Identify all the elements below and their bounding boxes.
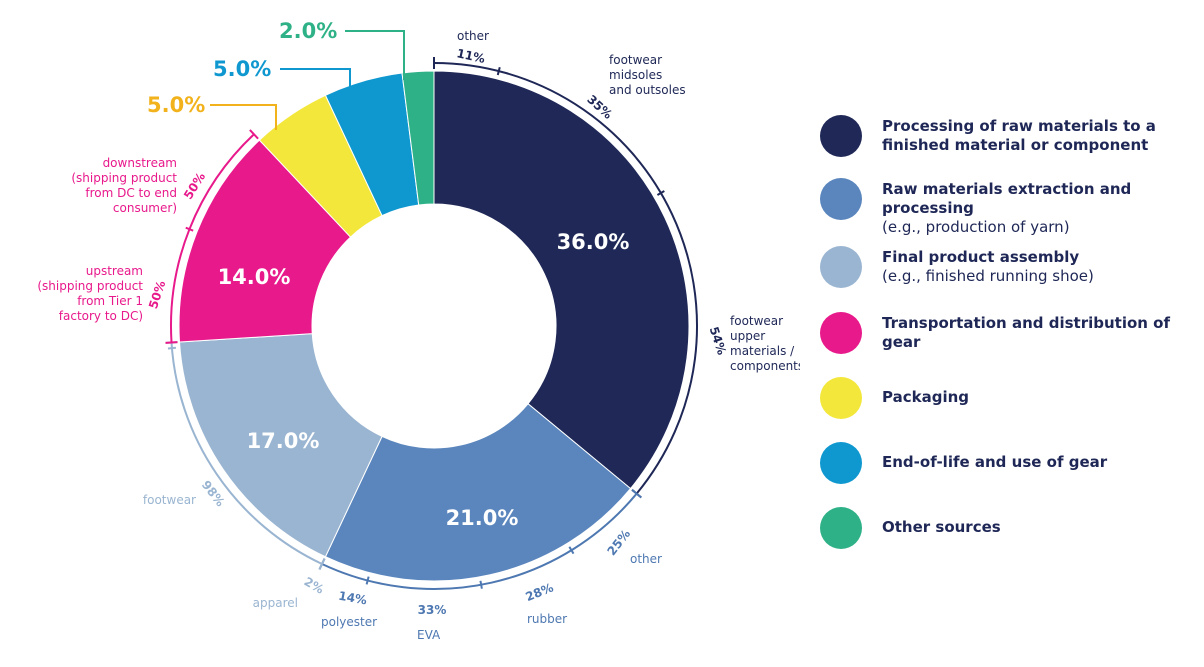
breakdown-pct: 50% bbox=[146, 279, 168, 311]
legend-title: Processing of raw materials to a finishe… bbox=[882, 117, 1156, 154]
legend-note: (e.g., production of yarn) bbox=[882, 218, 1070, 236]
legend-swatch bbox=[820, 312, 862, 354]
legend-swatch bbox=[820, 377, 862, 419]
breakdown-pct: 25% bbox=[604, 527, 633, 558]
legend-title: Other sources bbox=[882, 518, 1001, 536]
breakdown-label: footwear bbox=[143, 493, 196, 507]
slice-transport bbox=[178, 139, 352, 343]
legend-item-processing: Processing of raw materials to a finishe… bbox=[820, 115, 1190, 157]
breakdown-pct: 54% bbox=[707, 325, 729, 357]
slice-labels: 36.0% 21.0% 17.0% 14.0% bbox=[218, 230, 630, 530]
slice-processing bbox=[433, 70, 690, 490]
legend-title: Transportation and distribution of gear bbox=[882, 314, 1171, 351]
breakdown-pct: 14% bbox=[337, 589, 368, 608]
callout-line-other bbox=[345, 30, 405, 80]
legend-title: End-of-life and use of gear bbox=[882, 453, 1108, 471]
donut-slices bbox=[178, 70, 690, 582]
callout-label-other: 2.0% bbox=[279, 19, 337, 43]
legend-item-raw-materials: Raw materials extraction and processing … bbox=[820, 178, 1190, 237]
legend-note: (e.g., finished running shoe) bbox=[882, 267, 1094, 285]
breakdown-tick bbox=[656, 190, 665, 196]
legend-title: Raw materials extraction and processing bbox=[882, 180, 1132, 217]
legend-item-assembly: Final product assembly (e.g., finished r… bbox=[820, 246, 1094, 288]
legend-title: Packaging bbox=[882, 388, 969, 406]
legend-item-packaging: Packaging bbox=[820, 377, 969, 419]
breakdown-label: rubber bbox=[527, 612, 567, 626]
legend-title: Final product assembly bbox=[882, 248, 1080, 266]
slice-label-transport: 14.0% bbox=[218, 265, 291, 289]
breakdown-label: upstream (shipping product from Tier 1 fact… bbox=[37, 264, 143, 323]
breakdown-label: other bbox=[630, 552, 662, 566]
breakdown-pct: 11% bbox=[455, 46, 486, 66]
breakdown-label: footwear upper materials / components bbox=[730, 314, 800, 373]
breakdown-tick bbox=[365, 576, 370, 585]
legend-swatch bbox=[820, 507, 862, 549]
breakdown-pct: 33% bbox=[418, 603, 447, 617]
breakdown-tick bbox=[496, 66, 501, 76]
legend-item-other-sources: Other sources bbox=[820, 507, 1001, 549]
legend-swatch bbox=[820, 442, 862, 484]
breakdown-arc bbox=[170, 342, 323, 565]
slice-other bbox=[401, 70, 435, 206]
breakdown-end-tick bbox=[318, 558, 326, 570]
breakdown-end-tick bbox=[631, 489, 642, 499]
legend-swatch bbox=[820, 246, 862, 288]
breakdown-tick bbox=[568, 546, 575, 555]
small-slice-callouts: 5.0% 5.0% 2.0% bbox=[147, 19, 405, 130]
slice-label-raw: 21.0% bbox=[446, 506, 519, 530]
breakdown-pct: 28% bbox=[524, 580, 556, 604]
slice-label-processing: 36.0% bbox=[557, 230, 630, 254]
breakdown-end-tick bbox=[165, 341, 178, 344]
legend-item-end-of-life: End-of-life and use of gear bbox=[820, 442, 1107, 484]
breakdown-tick bbox=[185, 226, 194, 232]
breakdown-label: footwear midsoles and outsoles bbox=[609, 53, 686, 97]
callout-line-eol bbox=[280, 68, 351, 92]
breakdown-arc bbox=[433, 62, 698, 495]
slice-assembly bbox=[178, 333, 383, 558]
breakdown-pct: 2% bbox=[302, 574, 327, 596]
breakdown-end-tick bbox=[249, 129, 259, 140]
slice-raw bbox=[324, 403, 632, 582]
callout-label-eol: 5.0% bbox=[213, 57, 271, 81]
callout-label-packaging: 5.0% bbox=[147, 93, 205, 117]
legend-swatch bbox=[820, 178, 862, 220]
breakdown-label: apparel bbox=[253, 596, 298, 610]
breakdown-label: downstream (shipping product from DC to en… bbox=[71, 156, 177, 215]
legend-item-transportation: Transportation and distribution of gear bbox=[820, 312, 1190, 354]
breakdown-label: EVA bbox=[417, 628, 441, 642]
breakdown-tick bbox=[479, 580, 483, 589]
breakdown-label: other bbox=[457, 29, 489, 43]
breakdown-tick bbox=[167, 346, 177, 350]
slice-label-assembly: 17.0% bbox=[247, 429, 320, 453]
callout-line-packaging bbox=[210, 104, 277, 130]
legend-swatch bbox=[820, 115, 862, 157]
donut-chart: 36.0% 21.0% 17.0% 14.0% 5.0% 5.0% 2.0% 11% oth… bbox=[37, 19, 800, 642]
breakdown-label: polyester bbox=[321, 615, 377, 629]
